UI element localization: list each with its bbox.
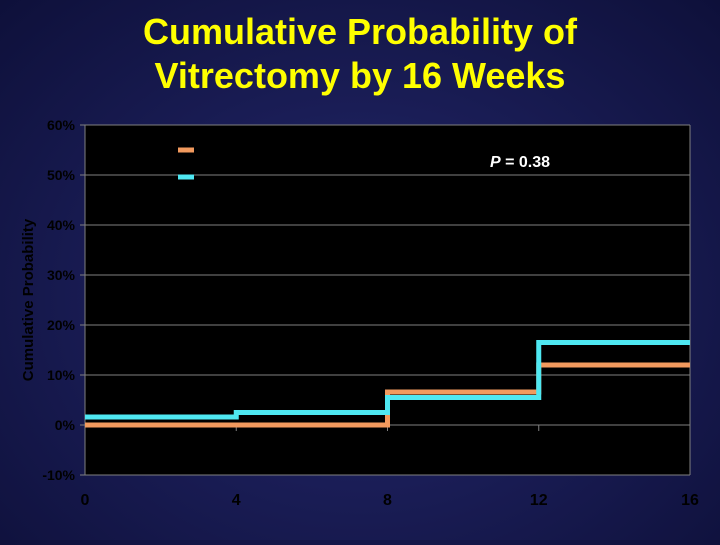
x-tick-label: 4 [232, 492, 241, 509]
tick-labels: -10% 0% 10% 20% 30% 40% 50% 60% 0 4 8 12 16 [42, 117, 699, 509]
y-tick-label: 60% [47, 117, 76, 133]
x-tick-label: 16 [681, 492, 699, 509]
series-line-2 [85, 340, 690, 420]
slide-title: Cumulative Probability of Vitrectomy by … [0, 10, 720, 98]
y-axis-label: Cumulative Probability [20, 218, 37, 381]
p-value-italic: P [490, 154, 501, 171]
y-tick-label: 20% [47, 317, 76, 333]
p-value-rest: = 0.38 [501, 154, 550, 171]
y-tick-label: 40% [47, 217, 76, 233]
y-tick-label: 50% [47, 167, 76, 183]
y-tick-label: -10% [42, 467, 75, 483]
x-tick-label: 8 [383, 492, 392, 509]
y-tick-label: 10% [47, 367, 76, 383]
y-tick-label: 30% [47, 267, 76, 283]
series-lines [85, 340, 690, 428]
title-line-2: Vitrectomy by 16 Weeks [154, 55, 566, 96]
title-line-1: Cumulative Probability of [142, 11, 578, 52]
y-tick-label: 0% [55, 417, 76, 433]
x-tick-label: 12 [530, 492, 548, 509]
legend [178, 147, 194, 180]
x-tick-label: 0 [81, 492, 90, 509]
p-value-annotation: P = 0.38 [490, 154, 550, 171]
